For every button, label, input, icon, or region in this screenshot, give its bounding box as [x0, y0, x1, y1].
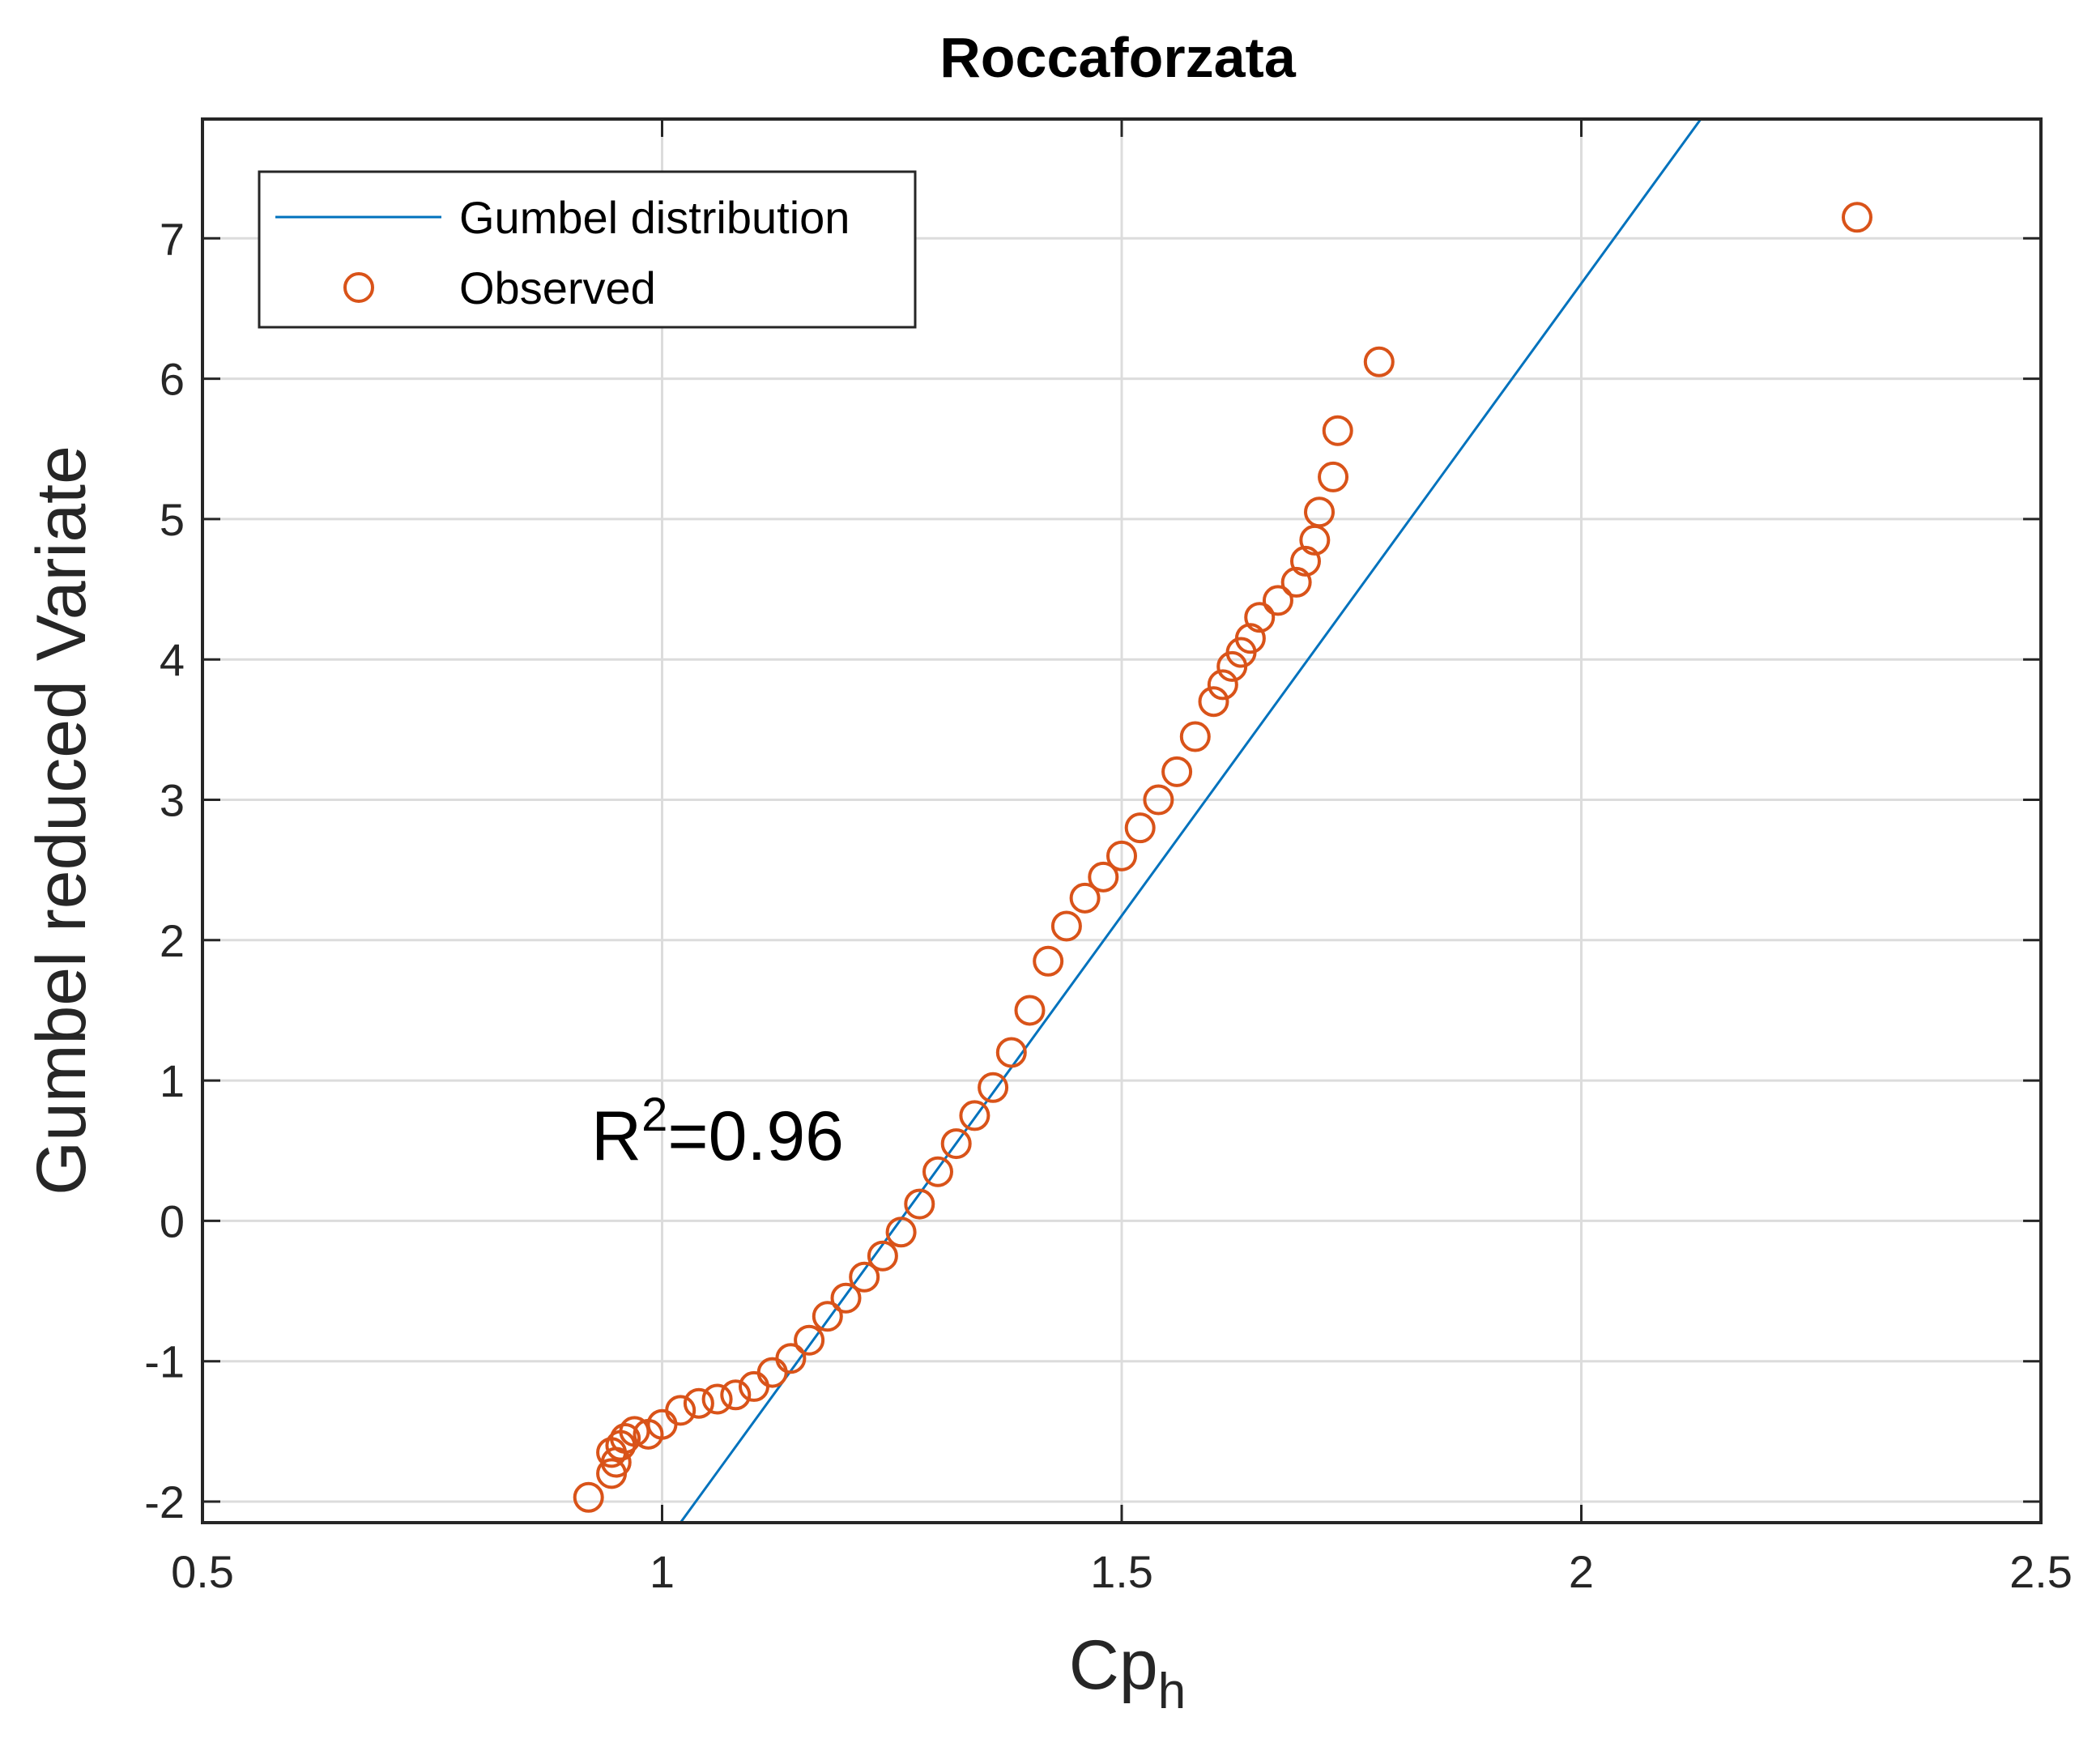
- legend-label-gumbel: Gumbel distribution: [459, 192, 850, 243]
- x-tick-label: 1: [650, 1546, 675, 1597]
- annotation-value: =0.96: [667, 1097, 844, 1175]
- x-axis-label-subscript: h: [1158, 1664, 1186, 1719]
- y-tick-label: 4: [160, 634, 185, 685]
- x-tick-label: 0.5: [171, 1546, 234, 1597]
- chart-title: Roccaforzata: [939, 26, 1297, 89]
- y-axis-label: Gumbel reduced Variate: [23, 445, 100, 1195]
- y-tick-label: 2: [160, 915, 185, 966]
- y-tick-label: -2: [144, 1476, 185, 1528]
- x-tick-label: 1.5: [1090, 1546, 1153, 1597]
- legend-label-observed: Observed: [459, 262, 656, 313]
- annotation-superscript: 2: [641, 1089, 667, 1141]
- plot-area: 0.5 1 1.5 2 2.5 -2 -1 0 1 2 3 4 5 6 7: [144, 119, 2073, 1597]
- annotation-base: R: [591, 1097, 641, 1175]
- x-tick-label: 2.5: [2009, 1546, 2073, 1597]
- legend: Gumbel distribution Observed: [259, 172, 915, 327]
- y-tick-label: 6: [160, 354, 185, 405]
- r-squared-annotation: R2=0.96: [591, 1089, 844, 1175]
- y-tick-label: 0: [160, 1195, 185, 1246]
- y-tick-label: 5: [160, 494, 185, 545]
- y-tick-label: 1: [160, 1055, 185, 1106]
- x-tick-label: 2: [1569, 1546, 1594, 1597]
- y-tick-label: 7: [160, 213, 185, 264]
- y-tick-label: -1: [144, 1336, 185, 1387]
- y-tick-label: 3: [160, 775, 185, 826]
- figure: Roccaforzata 0.5 1 1.5 2 2.5 -2 -1 0 1 2 3 4 5 6 7 Gum…: [0, 0, 2096, 1764]
- x-axis-label-main: Cp: [1069, 1626, 1158, 1704]
